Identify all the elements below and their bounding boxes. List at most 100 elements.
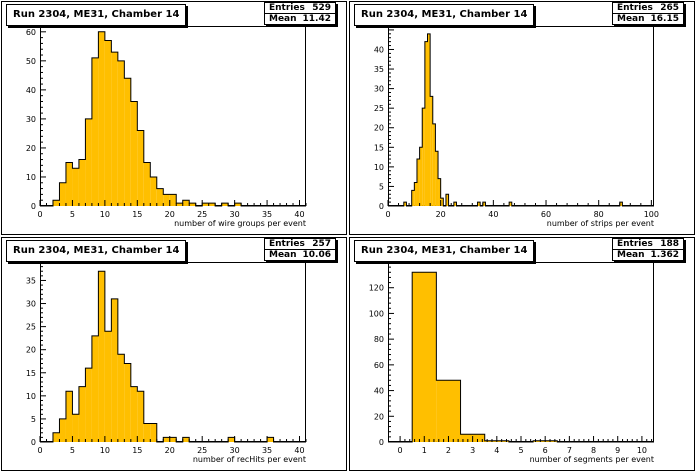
histogram-bar: [130, 101, 138, 206]
y-tick-label: 100: [369, 309, 384, 318]
x-tick-label: 10: [637, 446, 647, 455]
x-tick-label: 40: [488, 210, 498, 219]
y-tick-label: 40: [374, 45, 384, 54]
histogram-outline: [388, 271, 654, 443]
y-tick-label: 60: [26, 28, 36, 37]
histogram-bar: [143, 162, 151, 206]
x-tick-label: 1: [422, 446, 427, 455]
entries-value: 529: [312, 3, 331, 13]
x-tick-label: 5: [70, 446, 75, 455]
y-tick-label: 20: [374, 412, 384, 421]
entries-value: 265: [660, 3, 679, 13]
histogram-bar: [130, 386, 138, 442]
histogram-bar: [438, 178, 441, 206]
x-tick-label: 100: [644, 210, 659, 219]
histogram-bar: [98, 31, 105, 206]
y-tick-label: 20: [26, 346, 36, 355]
mean-value: 10.06: [302, 250, 331, 260]
histogram-bar: [104, 331, 112, 442]
x-tick-label: 0: [37, 210, 42, 219]
y-tick-label: 120: [369, 284, 384, 293]
x-tick-label: 25: [197, 446, 207, 455]
histogram-bar: [176, 203, 183, 206]
histogram-bar: [436, 380, 461, 442]
histogram-bar: [430, 96, 433, 206]
histogram-bar: [169, 437, 177, 442]
x-tick-label: 15: [132, 210, 142, 219]
y-tick-label: 35: [374, 65, 384, 74]
pad-border: [349, 237, 695, 471]
histogram-bar: [78, 159, 86, 206]
y-tick-label: 40: [26, 86, 36, 95]
mean-value: 16.15: [650, 14, 679, 24]
histogram-bar: [182, 437, 190, 442]
x-tick-label: 5: [70, 210, 75, 219]
mean-value: 1.362: [650, 250, 679, 260]
histogram-title: Run 2304, ME31, Chamber 14: [6, 4, 187, 26]
x-tick-label: 2: [446, 446, 451, 455]
histogram-outline: [388, 33, 654, 207]
strips-histogram-svg: 0 20 40 60 80 100 0 5 10 15 20 25 30 35 40 number of st…: [349, 1, 695, 235]
mean-value: 11.42: [302, 14, 331, 24]
histogram-bar: [453, 202, 457, 206]
histogram-bar: [169, 194, 177, 206]
x-tick-label: 30: [230, 210, 240, 219]
pad-border: [349, 1, 695, 235]
stats-box: Entries 529 Mean 11.42: [264, 2, 336, 25]
y-tick-label: 50: [26, 57, 36, 66]
x-tick-label: 35: [262, 446, 272, 455]
histogram-bar: [422, 108, 425, 206]
histogram-bar: [117, 60, 125, 206]
x-tick-label: 20: [165, 446, 175, 455]
y-tick-label: 60: [374, 361, 384, 370]
histogram-bar: [202, 203, 209, 206]
histogram-bar: [85, 118, 92, 206]
mean-label: Mean: [617, 14, 645, 24]
pad-border: [1, 1, 347, 235]
histogram-bar: [403, 202, 407, 206]
y-tick-label: 10: [374, 163, 384, 172]
histogram-bar: [509, 202, 512, 206]
histogram-bar: [156, 188, 164, 206]
histogram-bar: [189, 203, 196, 206]
histogram-bar: [424, 41, 428, 206]
y-tick-label: 0: [379, 202, 384, 211]
y-tick-label: 40: [374, 387, 384, 396]
x-tick-label: 35: [262, 210, 272, 219]
stats-box: Entries 257 Mean 10.06: [264, 238, 336, 261]
y-tick-label: 30: [26, 115, 36, 124]
x-tick-label: 15: [132, 446, 142, 455]
histogram-bar: [124, 363, 131, 442]
histogram-bar: [98, 271, 105, 442]
histogram-pad-rechits: 0 5 10 15 20 25 30 35 40 0 5 10 15 20 25 30 35 number of …: [0, 236, 348, 472]
y-tick-label: 15: [26, 369, 36, 378]
histogram-bar: [124, 78, 131, 206]
entries-label: Entries: [269, 3, 305, 13]
histogram-bar: [143, 423, 151, 442]
x-tick-label: 0: [398, 446, 403, 455]
histogram-pad-wire-groups: 0 5 10 15 20 25 30 35 40 0 10 20 30 40 50 60 number of w…: [0, 0, 348, 236]
histogram-bar: [137, 391, 144, 442]
histogram-bar: [150, 423, 157, 442]
y-tick-label: 5: [379, 182, 384, 191]
histogram-bar: [111, 52, 118, 207]
x-tick-label: 60: [541, 210, 551, 219]
histogram-bar: [150, 176, 157, 206]
y-tick-label: 30: [26, 300, 36, 309]
histogram-bar: [432, 123, 436, 206]
y-tick-label: 5: [31, 415, 36, 424]
x-axis-title: number of strips per event: [547, 219, 654, 228]
y-tick-label: 10: [26, 392, 36, 401]
y-tick-label: 15: [374, 143, 384, 152]
histogram-bar: [414, 182, 417, 206]
histogram-bar: [163, 437, 170, 442]
x-tick-label: 0: [37, 446, 42, 455]
mean-label: Mean: [269, 250, 297, 260]
histogram-bar: [52, 200, 60, 206]
x-tick-label: 10: [100, 210, 110, 219]
x-axis-title: number of segments per event: [530, 455, 654, 464]
histogram-bar: [427, 33, 431, 207]
x-tick-label: 40: [294, 210, 304, 219]
